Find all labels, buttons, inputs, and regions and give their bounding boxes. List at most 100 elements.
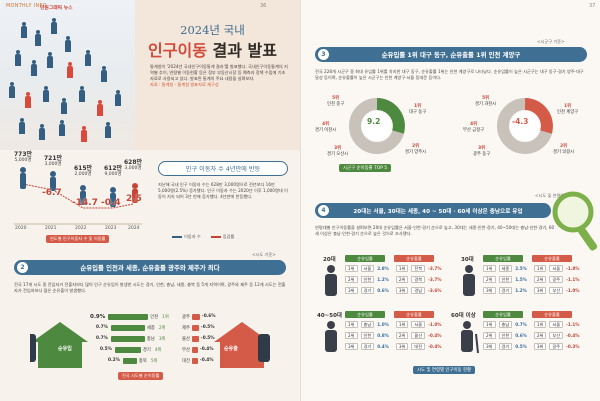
person-icon bbox=[50, 18, 58, 34]
section1-heading: 인구 이동자 수 4년만에 반등 bbox=[158, 161, 288, 176]
outflow-rank-4: 4위 부산 금정구 bbox=[463, 122, 485, 133]
inflow-row: 0.9% 인천 1위 bbox=[90, 313, 169, 320]
section2-caption: 전국 시도별 순이동률 bbox=[118, 372, 164, 380]
rate-line bbox=[22, 183, 134, 209]
timeline-change-2021: -6.7 bbox=[42, 188, 62, 198]
group-data-row: 2위 인천 0.6% 2위 부산 -0.4% bbox=[483, 332, 579, 339]
inflow-row: 0.7% 세종 2위 bbox=[96, 324, 166, 331]
year-2023: 2023 bbox=[105, 226, 117, 231]
timeline-graphic bbox=[14, 167, 142, 225]
section3-number: 3 bbox=[318, 49, 329, 60]
donut-segment-top bbox=[524, 98, 553, 134]
person-icon bbox=[24, 92, 32, 108]
year-2021: 2021 bbox=[45, 226, 57, 231]
year-2020: 2020 bbox=[15, 226, 27, 231]
legend-rate: 증감률 bbox=[210, 234, 234, 240]
person-icon bbox=[8, 82, 16, 98]
magnifier-icon bbox=[552, 191, 598, 251]
section2-text: 전국 17개 시도 중 전입자가 전출자보다 많아 인구 순유입이 발생한 시도… bbox=[14, 282, 286, 293]
outflow-rank-3: 3위 광주 동구 bbox=[473, 146, 491, 157]
inflow-center-value: 9.2 bbox=[367, 117, 381, 126]
page-number-right: 37 bbox=[589, 3, 596, 9]
person-silhouette bbox=[258, 334, 270, 362]
person-icon bbox=[58, 120, 66, 136]
inflow-rank-5: 5위 인천 중구 bbox=[327, 96, 345, 107]
timeline-value-2024: 628만 3,000명 bbox=[123, 159, 143, 171]
age-group-title: 20대 bbox=[323, 257, 336, 263]
group-data-row: 2위 인천 1.2% 2위 경북 -3.7% bbox=[345, 276, 441, 283]
person-icon bbox=[78, 86, 86, 102]
person-icon bbox=[42, 86, 50, 102]
section2-number: 2 bbox=[17, 262, 28, 273]
outflow-rank-2: 2위 경기 의왕시 bbox=[553, 144, 575, 155]
person-icon bbox=[104, 122, 112, 138]
age-group-title: 60대 이상 bbox=[451, 313, 476, 319]
person-icon bbox=[60, 98, 68, 114]
inflow-row: 0.7% 충남 3위 bbox=[96, 335, 166, 342]
outflow-rank-5: 5위 경기 과천시 bbox=[475, 96, 497, 107]
hero-title-rest: 결과 발표 bbox=[206, 41, 277, 60]
section1-text: 지난해 국내 인구 이동자 수는 628만 3,000명으로 전년보다 16만 … bbox=[158, 182, 288, 199]
person-icon bbox=[325, 265, 337, 296]
inflow-rank-2: 2위 경기 양주시 bbox=[405, 144, 427, 155]
section3-source: <시군구 기준> bbox=[537, 39, 565, 44]
group-data-row: 1위 충남 0.7% 1위 서울 -1.1% bbox=[483, 321, 579, 328]
section4-caption: 시도 및 연령별 인구이동 현황 bbox=[413, 366, 476, 374]
outflow-center-value: -4.3 bbox=[512, 117, 529, 126]
person-icon bbox=[34, 30, 42, 46]
timeline-value-2022: 615만 2,000명 bbox=[73, 165, 93, 177]
section4-source: <시도 및 연령별> bbox=[535, 193, 568, 198]
group-data-row: 3위 경기 1.2% 3위 부산 -1.0% bbox=[483, 287, 579, 294]
outflow-house-icon bbox=[214, 322, 270, 368]
donut-segment-top bbox=[376, 98, 405, 134]
person-icon bbox=[96, 100, 104, 116]
age-group-title: 30대 bbox=[461, 257, 474, 263]
outflow-rank-1: 1위 인천 계양구 bbox=[557, 104, 579, 115]
person-icon bbox=[463, 265, 475, 296]
year-2022: 2022 bbox=[75, 226, 87, 231]
timeline-legend: 이동자 수 증감률 bbox=[172, 234, 234, 240]
left-page: MONTHLY INFO 민원그래픽 뉴스 36 2024년 국내 인구이동 결… bbox=[0, 0, 300, 401]
right-page: 37 <시군구 기준> 3 순유입률 1위 대구 동구, 순유출률 1위 인천 계… bbox=[300, 0, 600, 401]
outflow-row: 부산 -0.4% bbox=[182, 346, 214, 353]
magazine-section: MONTHLY INFO bbox=[6, 4, 47, 9]
outflow-row: 제주 -0.5% bbox=[182, 324, 215, 331]
inflow-row: 0.5% 경기 4위 bbox=[100, 346, 162, 353]
person-icon bbox=[18, 118, 26, 134]
timeline-change-2024: 2.5 bbox=[126, 194, 142, 204]
timeline-people bbox=[20, 167, 138, 207]
inflow-donut-caption: 시군구 순이동률 TOP 5 bbox=[339, 164, 392, 172]
person-icon bbox=[100, 66, 108, 82]
inflow-rank-1: 1위 대구 동구 bbox=[409, 104, 427, 115]
outflow-label: 순유출 bbox=[224, 346, 238, 352]
elderly-person-icon bbox=[461, 321, 479, 354]
timeline-change-2022: -14.7 bbox=[72, 198, 98, 208]
timeline-change-2023: -0.4 bbox=[101, 198, 121, 208]
person-silhouette bbox=[30, 334, 36, 362]
timeline-value-2023: 612만 9,000명 bbox=[103, 165, 123, 177]
timeline-caption: 연도별 인구이동자 수 및 이동률 bbox=[46, 235, 110, 243]
magazine-subsection: 민원그래픽 뉴스 bbox=[40, 6, 73, 11]
inflow-label: 순유입 bbox=[58, 346, 72, 352]
person-icon bbox=[325, 321, 337, 352]
group-data-row: 1위 충남 1.0% 1위 서울 -1.0% bbox=[345, 321, 441, 328]
section3-text: 전국 228개 시군구 중 최대 유입률 1위를 차지한 대구 동구, 순유출률… bbox=[315, 69, 584, 80]
timeline-value-2021: 721만 3,000명 bbox=[43, 155, 63, 167]
group-data-row: 3위 경기 0.4% 3위 대전 -0.4% bbox=[345, 343, 441, 350]
outflow-row: 광주 -0.6% bbox=[182, 313, 216, 320]
outflow-row: 울산 -0.5% bbox=[182, 335, 215, 342]
inflow-row: 0.2% 충북 5위 bbox=[108, 357, 158, 364]
person-icon bbox=[46, 52, 54, 68]
outflow-donut bbox=[497, 98, 553, 154]
inflow-rank-3: 3위 경기 오산시 bbox=[327, 146, 349, 157]
outflow-row: 대전 -0.4% bbox=[182, 357, 214, 364]
group-header-row: 순유입률 순유출률 bbox=[345, 311, 434, 318]
person-icon bbox=[114, 90, 122, 106]
legend-count: 이동자 수 bbox=[172, 234, 201, 240]
section2-source: <시도 기준> bbox=[252, 252, 276, 257]
inflow-rank-4: 4위 경기 이천시 bbox=[315, 122, 337, 133]
age-group-title: 40~50대 bbox=[317, 313, 342, 319]
inflow-house-icon bbox=[30, 322, 88, 368]
hero-source: 자료 : 통계청 - 통계청 발표자료 재구성 bbox=[150, 82, 219, 87]
